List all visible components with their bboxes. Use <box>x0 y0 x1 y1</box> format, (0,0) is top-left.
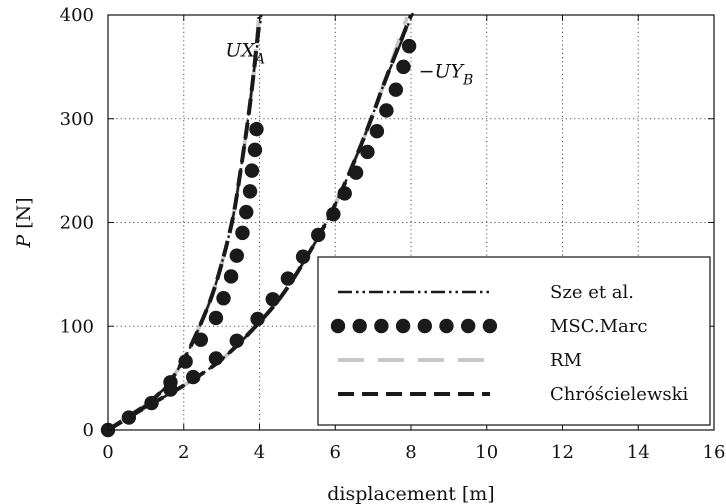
x-tick-label: 6 <box>330 442 341 463</box>
data-point <box>229 248 244 263</box>
x-tick-label: 12 <box>551 442 574 463</box>
curve-annotations: UXA −UYB <box>225 40 473 89</box>
data-point <box>396 59 411 75</box>
data-point <box>379 103 394 118</box>
curve-label: −UYB <box>419 60 474 88</box>
x-tick-label: 8 <box>405 442 416 463</box>
data-point <box>223 269 239 284</box>
legend-marker <box>482 318 498 334</box>
legend-label: MSC.Marc <box>550 316 647 337</box>
legend-label: Sze et al. <box>550 282 634 303</box>
x-tick-label: 2 <box>178 442 189 463</box>
legend-marker <box>374 318 389 334</box>
data-point <box>249 121 264 137</box>
x-axis-label: displacement [m] <box>327 483 494 504</box>
legend-label: RM <box>550 350 582 371</box>
legend-marker <box>395 318 411 334</box>
curve-label: UXA <box>225 40 265 68</box>
data-point <box>242 184 258 199</box>
y-tick-label: 100 <box>60 316 94 337</box>
data-point <box>360 144 375 160</box>
y-tick-label: 0 <box>83 420 94 441</box>
legend-marker <box>439 318 454 334</box>
data-point <box>216 291 231 306</box>
legend-marker <box>330 318 346 334</box>
series-line-sze-et-al-uyb <box>107 12 415 432</box>
x-axis-ticks: 0 2 4 6 8 10 12 14 16 <box>102 15 725 463</box>
y-axis-label: P [N] <box>13 197 35 248</box>
x-tick-label: 0 <box>102 442 113 463</box>
legend-marker <box>417 318 432 334</box>
plot-curves <box>100 12 417 438</box>
x-tick-label: 16 <box>703 442 726 463</box>
legend-label: Chróścielewski <box>550 384 688 405</box>
data-point <box>369 124 385 139</box>
y-tick-label: 200 <box>60 213 94 234</box>
data-point <box>388 82 404 97</box>
legend: Sze et al. MSC.Marc RM Chróścielewski <box>317 256 711 426</box>
data-point <box>244 163 260 178</box>
data-point <box>280 271 296 286</box>
series-line-sze-et-al-uxa <box>107 14 263 432</box>
legend-marker <box>461 318 476 334</box>
data-point <box>247 142 263 158</box>
legend-box <box>317 256 711 426</box>
data-point <box>401 38 417 54</box>
data-point <box>250 311 265 327</box>
legend-marker <box>352 318 367 334</box>
data-point <box>239 204 254 220</box>
data-point <box>208 310 224 326</box>
y-tick-label: 400 <box>60 5 94 26</box>
x-tick-label: 14 <box>627 442 650 463</box>
x-tick-label: 10 <box>475 442 498 463</box>
x-tick-label: 4 <box>254 442 265 463</box>
y-axis-ticks: 0 100 200 300 400 <box>60 5 714 441</box>
y-tick-label: 300 <box>60 109 94 130</box>
data-point <box>235 225 250 241</box>
